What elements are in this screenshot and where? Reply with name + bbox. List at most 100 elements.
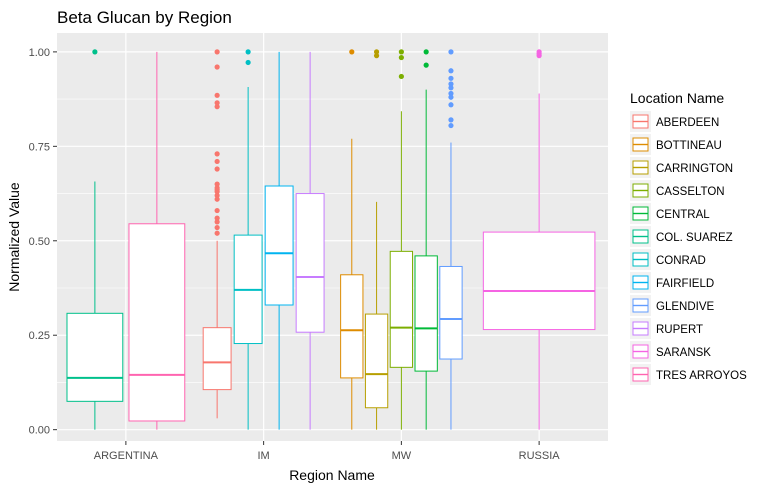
outlier-point xyxy=(448,49,454,55)
outlier-point xyxy=(398,54,404,61)
x-tick-label: ARGENTINA xyxy=(94,450,159,462)
box-iqr xyxy=(364,313,389,409)
box-iqr xyxy=(295,193,325,333)
box-aberdeen-im xyxy=(202,49,232,419)
box-iqr xyxy=(439,265,463,360)
y-axis: 0.00 0.25 0.50 0.75 1.00 xyxy=(29,47,57,437)
box-carrington-mw xyxy=(364,49,389,430)
outlier-point xyxy=(214,92,220,98)
chart-title: Beta Glucan by Region xyxy=(57,8,232,27)
legend-item: TRES ARROYOS xyxy=(630,364,747,385)
outlier-point xyxy=(448,68,454,74)
legend-item: CASSELTON xyxy=(630,180,725,201)
outlier-point xyxy=(92,49,98,55)
outlier-point xyxy=(214,49,220,55)
box-tres-arroyos-argentina xyxy=(128,51,186,430)
outlier-point xyxy=(214,207,220,214)
outlier-point xyxy=(214,100,220,106)
x-tick-label: RUSSIA xyxy=(519,450,561,462)
y-tick-label: 0.25 xyxy=(29,330,50,342)
legend-label: RUPERT xyxy=(656,324,703,336)
legend-label: GLENDIVE xyxy=(656,301,714,313)
box-col-suarez-argentina xyxy=(66,49,124,430)
y-axis-label: Normalized Value xyxy=(6,182,22,292)
x-tick-label: IM xyxy=(258,450,270,462)
legend-item: FAIRFIELD xyxy=(630,272,714,293)
outlier-point xyxy=(214,158,220,165)
y-tick-label: 1.00 xyxy=(29,47,50,59)
outlier-point xyxy=(214,104,220,110)
legend-label: TRES ARROYOS xyxy=(656,370,747,382)
outlier-point xyxy=(448,94,454,100)
box-iqr xyxy=(128,223,186,422)
outlier-point xyxy=(448,117,454,123)
legend-item: BOTTINEAU xyxy=(630,134,722,155)
legend-item: CARRINGTON xyxy=(630,157,733,178)
outlier-point xyxy=(448,102,454,108)
outlier-point xyxy=(536,49,542,55)
outlier-point xyxy=(214,192,220,199)
box-glendive-mw xyxy=(439,49,463,430)
box-iqr xyxy=(389,250,414,368)
box-iqr xyxy=(482,231,596,331)
box-series xyxy=(66,49,596,430)
legend-item: RUPERT xyxy=(630,318,703,339)
box-casselton-mw xyxy=(389,49,414,430)
outlier-point xyxy=(245,49,251,55)
outlier-point xyxy=(214,219,220,225)
outlier-point xyxy=(214,230,220,236)
legend-title: Location Name xyxy=(630,90,724,106)
legend: Location Name ABERDEEN BOTTINEAU CARRINGTO… xyxy=(630,90,747,385)
box-fairfield-im xyxy=(264,51,294,430)
outlier-point xyxy=(398,73,404,80)
box-iqr xyxy=(264,185,294,306)
legend-label: FAIRFIELD xyxy=(656,278,714,290)
box-central-mw xyxy=(414,49,438,430)
x-axis: ARGENTINA IM MW RUSSIA xyxy=(94,441,560,462)
legend-label: COL. SUAREZ xyxy=(656,232,733,244)
legend-item: CONRAD xyxy=(630,249,706,270)
outlier-point xyxy=(349,49,355,55)
outlier-point xyxy=(214,185,220,191)
legend-label: CENTRAL xyxy=(656,209,710,221)
legend-label: CARRINGTON xyxy=(656,163,733,175)
legend-item: COL. SUAREZ xyxy=(630,226,733,247)
outlier-point xyxy=(373,53,380,59)
box-iqr xyxy=(414,255,438,372)
x-axis-label: Region Name xyxy=(289,467,375,483)
legend-label: SARANSK xyxy=(656,347,711,359)
outlier-point xyxy=(423,62,429,68)
outlier-point xyxy=(398,49,404,55)
legend-label: CONRAD xyxy=(656,255,706,267)
box-rupert-im xyxy=(295,51,325,430)
outlier-point xyxy=(448,90,454,97)
box-iqr xyxy=(202,327,232,391)
box-conrad-im xyxy=(233,49,263,430)
legend-item: SARANSK xyxy=(630,341,711,362)
x-tick-label: MW xyxy=(392,450,412,462)
outlier-point xyxy=(214,215,220,221)
y-tick-label: 0.75 xyxy=(29,141,50,153)
legend-item: CENTRAL xyxy=(630,203,710,224)
legend-item: ABERDEEN xyxy=(630,111,719,132)
outlier-point xyxy=(214,166,220,172)
y-tick-label: 0.00 xyxy=(29,425,50,437)
outlier-point xyxy=(214,196,220,202)
outlier-point xyxy=(448,85,454,91)
outlier-point xyxy=(448,75,454,81)
legend-item: GLENDIVE xyxy=(630,295,714,316)
legend-label: BOTTINEAU xyxy=(656,140,722,152)
outlier-point xyxy=(373,49,380,55)
legend-label: CASSELTON xyxy=(656,186,725,198)
y-tick-label: 0.50 xyxy=(29,236,50,248)
outlier-point xyxy=(245,59,251,66)
legend-label: ABERDEEN xyxy=(656,117,719,129)
box-saransk-russia xyxy=(482,49,596,430)
outlier-point xyxy=(214,64,220,70)
outlier-point xyxy=(214,224,220,231)
box-iqr xyxy=(340,274,364,379)
outlier-point xyxy=(214,181,220,187)
outlier-point xyxy=(448,122,454,129)
outlier-point xyxy=(423,49,429,55)
